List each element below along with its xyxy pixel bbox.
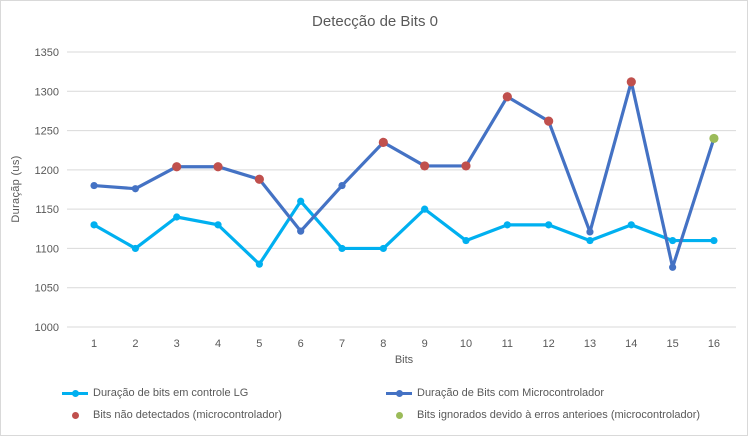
legend-dot-marker-not-detected xyxy=(62,407,88,423)
series-line-1 xyxy=(92,80,716,269)
marker-s0-bit3 xyxy=(173,213,181,221)
overlay-dot-0-bit4 xyxy=(213,162,223,172)
y-tick-label: 1200 xyxy=(35,165,59,177)
overlay-dot-0-bit14 xyxy=(626,77,636,87)
overlay-dot-0-bit9 xyxy=(420,161,430,171)
marker-s0-bit15 xyxy=(669,236,677,245)
legend-label-not-detected: Bits não detectados (microcontrolador) xyxy=(93,409,282,421)
x-tick-label: 9 xyxy=(422,338,428,350)
x-tick-label: 2 xyxy=(132,338,138,350)
x-tick-label: 16 xyxy=(708,338,720,350)
legend-label-lg: Duração de bits em controle LG xyxy=(93,387,249,399)
x-axis-title: Bits xyxy=(394,354,414,366)
marker-s0-bit10 xyxy=(462,236,470,245)
marker-s0-bit7 xyxy=(338,244,346,253)
overlay-dot-0-bit8 xyxy=(378,137,388,147)
x-tick-label: 8 xyxy=(380,338,386,350)
overlay-dot-0-bit12 xyxy=(544,116,554,126)
overlay-dot-0-bit11 xyxy=(502,92,512,102)
y-tick-label: 1150 xyxy=(35,204,59,216)
marker-s0-bit4 xyxy=(214,221,222,229)
marker-s1-bit2 xyxy=(131,185,139,193)
legend-dot-ignored xyxy=(395,411,403,419)
y-tick-label: 1000 xyxy=(35,322,59,334)
y-tick-label: 1250 xyxy=(35,126,59,138)
x-tick-label: 13 xyxy=(584,338,596,350)
legend-dot-lg xyxy=(71,389,79,397)
overlay-dot-1-bit16 xyxy=(709,133,719,144)
legend-dot-not-detected xyxy=(71,411,79,419)
marker-s1-bit15 xyxy=(669,263,677,271)
marker-s1-bit13 xyxy=(586,228,594,236)
legend-item-lg-series: Duração de bits em controle LG xyxy=(62,385,248,401)
marker-s0-bit5 xyxy=(255,260,263,268)
legend-dot-marker-ignored xyxy=(386,407,412,423)
x-tick-label: 4 xyxy=(215,338,221,350)
chart-title: Detecção de Bits 0 xyxy=(312,13,438,30)
marker-s0-bit8 xyxy=(379,244,387,253)
marker-s1-bit6 xyxy=(297,227,305,235)
x-tick-label: 1 xyxy=(91,338,97,350)
legend-dot-micro xyxy=(395,389,403,397)
legend-line-marker-lg xyxy=(62,385,88,401)
x-tick-label: 12 xyxy=(543,338,555,350)
marker-s0-bit2 xyxy=(131,244,139,253)
marker-s0-bit1 xyxy=(90,221,98,229)
x-tick-label: 10 xyxy=(460,338,472,350)
y-tick-label: 1050 xyxy=(35,283,59,295)
overlay-dot-0-bit5 xyxy=(254,174,264,184)
overlay-dot-0-bit3 xyxy=(172,162,182,172)
legend-line-marker-micro xyxy=(386,385,412,401)
x-tick-label: 14 xyxy=(625,338,637,350)
marker-s0-bit11 xyxy=(503,221,511,229)
legend-label-ignored: Bits ignorados devido à erros anterioes … xyxy=(417,409,701,421)
x-tick-label: 7 xyxy=(339,338,345,350)
y-tick-label: 1300 xyxy=(35,86,59,98)
marker-s0-bit13 xyxy=(586,236,594,245)
legend-item-ignored: Bits ignorados devido à erros anterioes … xyxy=(386,407,700,423)
marker-s0-bit16 xyxy=(710,236,718,245)
marker-s0-bit12 xyxy=(545,221,553,229)
x-tick-label: 11 xyxy=(502,338,513,350)
marker-s1-bit7 xyxy=(338,181,346,190)
marker-s0-bit14 xyxy=(627,221,635,229)
legend-label-micro: Duração de Bits com Microcontrolador xyxy=(417,387,605,399)
x-tick-label: 6 xyxy=(298,338,304,350)
x-tick-label: 5 xyxy=(256,338,262,350)
marker-s1-bit1 xyxy=(90,181,98,190)
legend-item-micro-series: Duração de Bits com Microcontrolador xyxy=(386,385,604,401)
series-line-0 xyxy=(92,199,716,266)
overlay-dot-0-bit10 xyxy=(461,161,471,171)
marker-s0-bit9 xyxy=(421,205,429,213)
y-axis-title: Duraçãp (us) xyxy=(10,155,22,223)
y-tick-label: 1350 xyxy=(35,47,59,59)
marker-s0-bit6 xyxy=(297,197,305,205)
x-tick-label: 15 xyxy=(666,338,678,350)
legend-item-not-detected: Bits não detectados (microcontrolador) xyxy=(62,407,282,423)
y-tick-label: 1100 xyxy=(35,243,59,255)
x-tick-label: 3 xyxy=(174,338,180,350)
